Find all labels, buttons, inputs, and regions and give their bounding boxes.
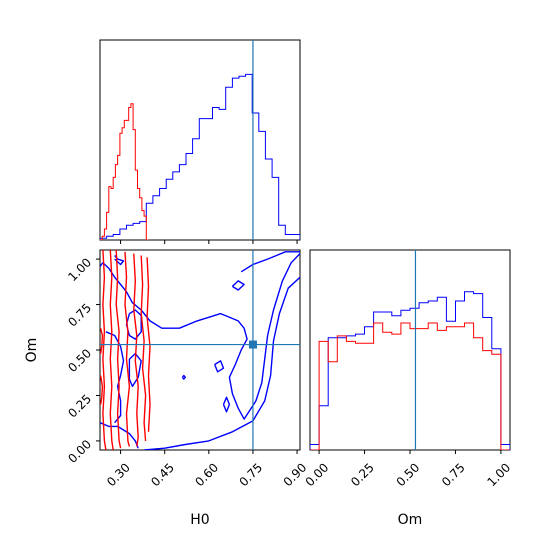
- series-2-om-histogram: [310, 322, 510, 450]
- series-2-om-hist-group: [310, 322, 510, 450]
- series-1-contour-12: [181, 374, 187, 380]
- series-2-contour-2: [109, 250, 114, 450]
- series-2-contour-3: [115, 250, 122, 449]
- series-2-contour-8: [100, 328, 104, 354]
- series-2-h0-histogram: [100, 103, 149, 240]
- series-1-contour-1: [240, 251, 300, 273]
- series-1-contour-10: [100, 422, 139, 449]
- series-2-contour-7: [146, 257, 151, 432]
- series-2-contour-4: [124, 251, 131, 447]
- y-axis-label-om: Om: [24, 338, 40, 363]
- series-1-h0-histogram: [100, 73, 300, 240]
- h0-histogram-panel: [99, 39, 301, 241]
- series-1-h0-hist-group: [100, 73, 300, 240]
- series-1-contour-11: [105, 331, 125, 424]
- series-2-contour-5: [133, 253, 139, 447]
- chart-marks: [100, 40, 510, 450]
- series-1-contour-3: [100, 253, 300, 420]
- x-axis-label-om: Om: [398, 512, 423, 528]
- series-2-contour-6: [140, 255, 147, 441]
- series-1-contour-6: [231, 280, 245, 291]
- series-2-contour-1: [102, 250, 107, 450]
- series-1-contours-group: [100, 251, 300, 450]
- x-axis-label-h0: H0: [190, 512, 209, 528]
- series-1-contour-5: [222, 396, 231, 413]
- series-1-contour-2: [144, 276, 300, 450]
- truth-marker: [248, 340, 257, 349]
- series-2-contour-9: [100, 375, 104, 405]
- series-2-h0-hist-group: [100, 103, 149, 240]
- series-1-contour-4: [214, 360, 225, 373]
- series-2-contours-group: [100, 250, 151, 450]
